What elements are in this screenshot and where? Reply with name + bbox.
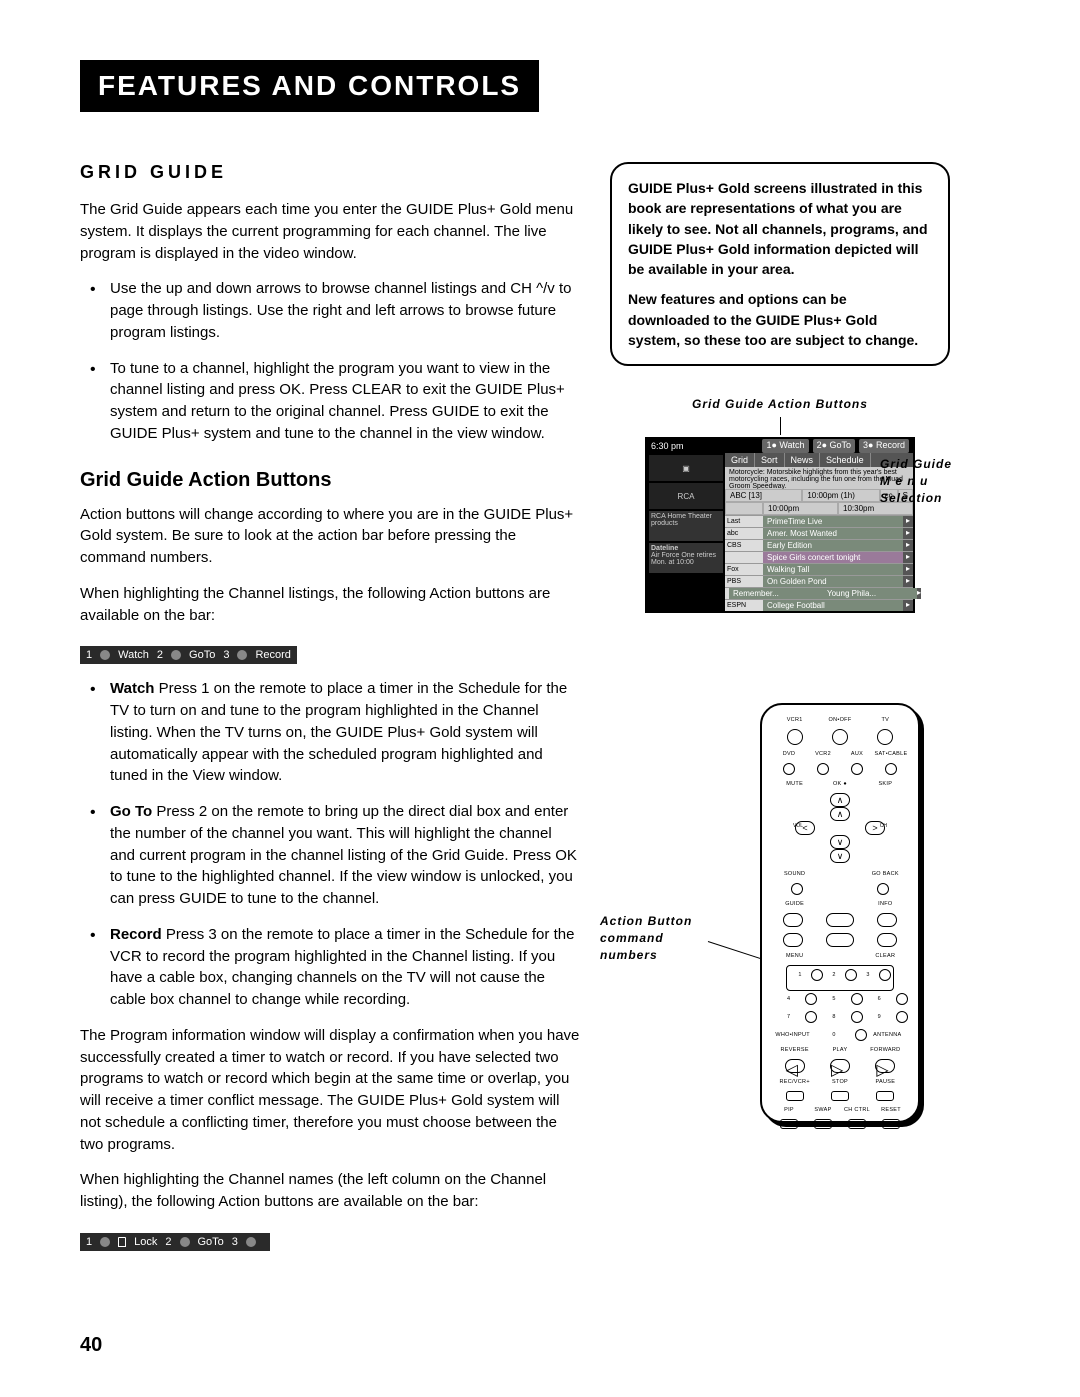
tv-listing-row: PBSOn Golden Pond▸ [725, 575, 913, 587]
dot-icon [100, 650, 110, 660]
dot-icon [171, 650, 181, 660]
pointer-line [708, 941, 765, 960]
tv-timeslot: 10:00pm [763, 502, 838, 515]
tv-head-time: 10:00pm (1h) [802, 489, 879, 502]
tv-tab: 1● Watch [762, 439, 808, 453]
remote-numpad-highlight: 123 [786, 965, 894, 991]
action-buttons-p3: The Program information window will disp… [80, 1025, 580, 1156]
tv-listing-row: abcAmer. Most Wanted▸ [725, 527, 913, 539]
tv-promo: RCA Home Theater products [649, 511, 723, 541]
dot-icon [180, 1237, 190, 1247]
tv-listing-row: Spice Girls concert tonight▸ [725, 551, 913, 563]
tv-show-promo: Dateline Air Force One retires Mon. at 1… [649, 543, 723, 573]
tv-tab: 2● GoTo [813, 439, 855, 453]
tv-listing-row: CBSEarly Edition▸ [725, 539, 913, 551]
tv-time: 6:30 pm [647, 439, 688, 453]
grid-guide-intro: The Grid Guide appears each time you ent… [80, 199, 580, 264]
tv-listing-row: FoxWalking Tall▸ [725, 563, 913, 575]
caption-guide-right: Grid Guide M e n u Selection [880, 456, 960, 506]
main-column: Grid Guide The Grid Guide appears each t… [80, 162, 580, 1265]
side-column: GUIDE Plus+ Gold screens illustrated in … [610, 162, 950, 1265]
tv-guide-screenshot: 6:30 pm 1● Watch 2● GoTo 3● Record ▣ RCA… [645, 437, 915, 613]
tv-rca-logo: RCA [649, 483, 723, 509]
dot-icon [100, 1237, 110, 1247]
action-buttons-p1: Action buttons will change according to … [80, 504, 580, 569]
dot-icon [237, 650, 247, 660]
pointer-line [780, 417, 781, 435]
action-buttons-p4: When highlighting the Channel names (the… [80, 1169, 580, 1213]
page-number: 40 [80, 1334, 102, 1357]
caption-guide-top: Grid Guide Action Buttons [610, 396, 950, 413]
action-item-goto: Go To Press 2 on the remote to bring up … [110, 801, 580, 910]
tv-head-channel: ABC [13] [725, 489, 802, 502]
tv-menu: Grid [725, 453, 755, 467]
caption-remote: Action Button command numbers [600, 913, 710, 963]
remote-control: VCR1ON•OFFTV DVDVCR2AUXSAT•CABLE MUTEOK … [760, 703, 920, 1123]
action-buttons-title: Grid Guide Action Buttons [80, 469, 580, 492]
remote-dpad: VOL CH ∧ ∧ < > ∨ ∨ [795, 793, 885, 863]
tv-video-window: ▣ [649, 455, 723, 481]
action-bar-1: 1Watch 2GoTo 3Record [80, 646, 297, 664]
grid-guide-bullet: Use the up and down arrows to browse cha… [110, 278, 580, 343]
action-item-watch: Watch Press 1 on the remote to place a t… [110, 678, 580, 787]
tv-menu: News [785, 453, 821, 467]
dot-icon [246, 1237, 256, 1247]
grid-guide-title: Grid Guide [80, 162, 580, 183]
tv-tab: 3● Record [859, 439, 909, 453]
tv-menu: Sort [755, 453, 785, 467]
tv-listing-row: ESPNCollege Football▸ [725, 599, 913, 611]
action-buttons-p2: When highlighting the Channel listings, … [80, 583, 580, 627]
page-header: Features and Controls [80, 60, 539, 112]
tv-listing-row: LastPrimeTime Live▸ [725, 515, 913, 527]
remote-figure: Action Button command numbers VCR1ON•OFF… [610, 703, 950, 1123]
grid-guide-bullet: To tune to a channel, highlight the prog… [110, 358, 580, 445]
lock-icon [118, 1237, 126, 1247]
action-item-record: Record Press 3 on the remote to place a … [110, 924, 580, 1011]
note-box: GUIDE Plus+ Gold screens illustrated in … [610, 162, 950, 366]
tv-menu: Schedule [820, 453, 871, 467]
action-bar-2: 1Lock 2GoTo 3 [80, 1233, 270, 1251]
tv-listing-row: Remember...Young Phila...▸ [725, 587, 913, 599]
tv-guide-figure: Grid Guide Action Buttons Grid Guide M e… [610, 396, 950, 613]
